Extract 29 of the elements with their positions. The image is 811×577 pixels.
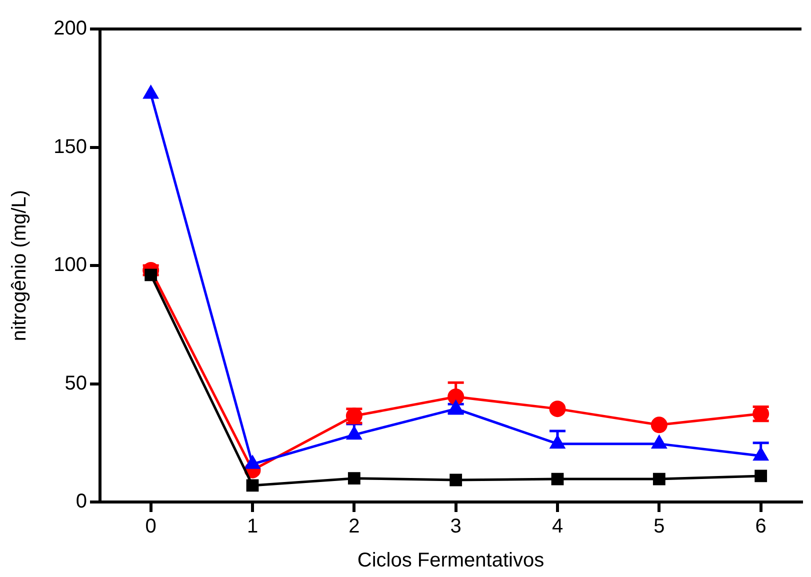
point [448, 388, 464, 406]
point [652, 472, 666, 486]
point [550, 436, 565, 449]
y-tick-label: 0 [76, 490, 87, 513]
point [450, 474, 462, 486]
x-axis-title: Ciclos Fermentativos [357, 550, 544, 572]
point [549, 400, 566, 418]
point [754, 470, 768, 482]
point [551, 472, 564, 486]
point [650, 416, 668, 434]
x-tick-label: 4 [552, 516, 564, 538]
x-tick-label: 6 [755, 516, 766, 538]
y-axis-title: nitrogênio (mg/L) [8, 190, 31, 342]
x-tick-label: 5 [654, 516, 665, 538]
point [348, 472, 360, 485]
point [652, 436, 666, 449]
point [754, 448, 768, 461]
y-tick-label: 150 [54, 136, 87, 158]
y-tick-label: 200 [54, 18, 87, 40]
point [144, 86, 158, 99]
point [346, 426, 362, 440]
x-tick-label: 2 [348, 516, 360, 538]
x-tick-label: 3 [450, 516, 462, 538]
x-tick-label: 0 [145, 516, 156, 538]
y-tick-label: 50 [64, 372, 87, 394]
y-tick-label: 100 [54, 254, 87, 276]
point [144, 268, 158, 282]
x-tick-label: 1 [246, 516, 258, 538]
point [246, 479, 259, 492]
